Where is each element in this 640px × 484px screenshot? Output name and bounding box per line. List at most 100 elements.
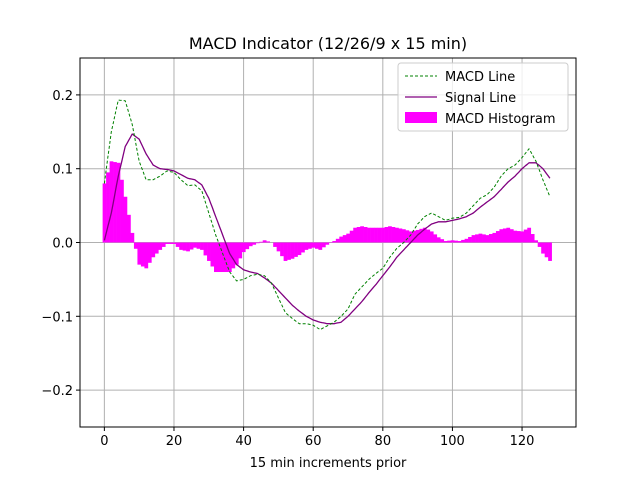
histogram-bar [193,243,197,248]
x-tick-label: 40 [235,434,252,449]
legend-histogram-swatch [405,112,437,123]
histogram-bar [155,243,159,254]
histogram-bar [499,229,503,242]
histogram-bar [134,243,138,249]
histogram-bar [378,228,382,243]
histogram-bar [266,241,270,242]
legend-macd-label: MACD Line [445,70,515,85]
histogram-bar [440,239,444,242]
histogram-bar [238,243,242,259]
histogram-bar [545,243,549,258]
histogram-bar [273,243,277,247]
histogram-bar [444,241,448,242]
histogram-bar [388,226,392,242]
histogram-bar [503,228,507,242]
histogram-bar [204,243,208,256]
histogram-bar [141,243,145,267]
histogram-bar [197,243,201,249]
histogram-bar [252,243,256,245]
histogram-bar [475,234,479,242]
histogram-bar [263,240,267,242]
histogram-bar [527,228,531,243]
histogram-bar [186,243,190,252]
y-tick-label: −0.1 [41,310,73,325]
histogram-bar [405,230,409,242]
histogram-bar [172,243,176,244]
histogram-bar [517,231,521,242]
histogram-bar [364,227,368,242]
histogram-bar [256,243,260,244]
histogram-bar [322,243,326,248]
histogram-bar [217,243,221,273]
x-tick-label: 120 [510,434,535,449]
histogram-bar [120,180,124,243]
histogram-bar [437,237,441,242]
histogram-bar [374,228,378,243]
histogram-bar [534,240,538,242]
histogram-bar [294,243,298,257]
histogram-bar [451,240,455,242]
histogram-bar [190,243,194,250]
histogram-bar [538,243,542,247]
histogram-bar [305,243,309,250]
histogram-bar [461,240,465,243]
histogram-bar [245,243,249,250]
histogram-bar [395,228,399,243]
series-lines [104,100,550,330]
histogram-bar [311,243,315,248]
histogram-bar [169,243,173,244]
histogram-bar [360,226,364,242]
histogram-bar [346,234,350,243]
chart-title: MACD Indicator (12/26/9 x 15 min) [189,34,467,53]
histogram-bar [381,228,385,243]
histogram-bar [284,243,288,261]
histogram-bar [130,233,134,243]
histogram-bar [489,234,493,242]
histogram-bar [482,234,486,242]
histogram-bar [332,241,336,242]
histogram-bar [211,243,215,267]
signal-line [104,134,550,324]
histogram-bar [158,243,162,250]
histogram-bar [458,241,462,242]
histogram-bar [221,243,225,273]
legend: MACD Line Signal Line MACD Histogram [398,63,568,131]
histogram-bar [207,243,211,261]
histogram-bar [148,243,152,263]
histogram-bar [524,230,528,243]
histogram-bar [325,243,329,245]
legend-histogram-label: MACD Histogram [445,112,556,127]
histogram-bar [531,234,535,242]
histogram-bar [513,231,517,243]
histogram-bar [496,231,500,242]
histogram-bar [124,197,128,243]
x-tick-label: 20 [166,434,183,449]
histogram-bar [287,243,291,260]
y-tick-label: 0.1 [52,163,73,178]
histogram-bar [392,227,396,242]
histogram-bar [179,243,183,250]
histogram-bar [291,243,295,259]
histogram-bar [353,228,357,243]
histogram-bar [249,243,253,247]
histogram-bar [447,241,451,243]
histogram-bar [200,243,204,250]
histogram-bar [151,243,155,258]
y-tick-label: 0.2 [52,89,73,104]
histogram-bar [468,237,472,243]
histogram-bar [231,243,235,269]
histogram-bar [520,231,524,242]
histogram-bar [430,231,434,242]
histogram-bar [402,229,406,242]
histogram-bar [315,243,319,249]
histogram-bar [350,231,354,243]
histogram-bar [235,243,239,265]
histogram-bars [103,161,552,272]
histogram-bar [398,228,402,242]
histogram-bar [548,243,552,261]
histogram-bar [214,243,218,273]
histogram-bar [541,243,545,254]
histogram-bar [367,228,371,243]
histogram-bar [162,243,166,247]
